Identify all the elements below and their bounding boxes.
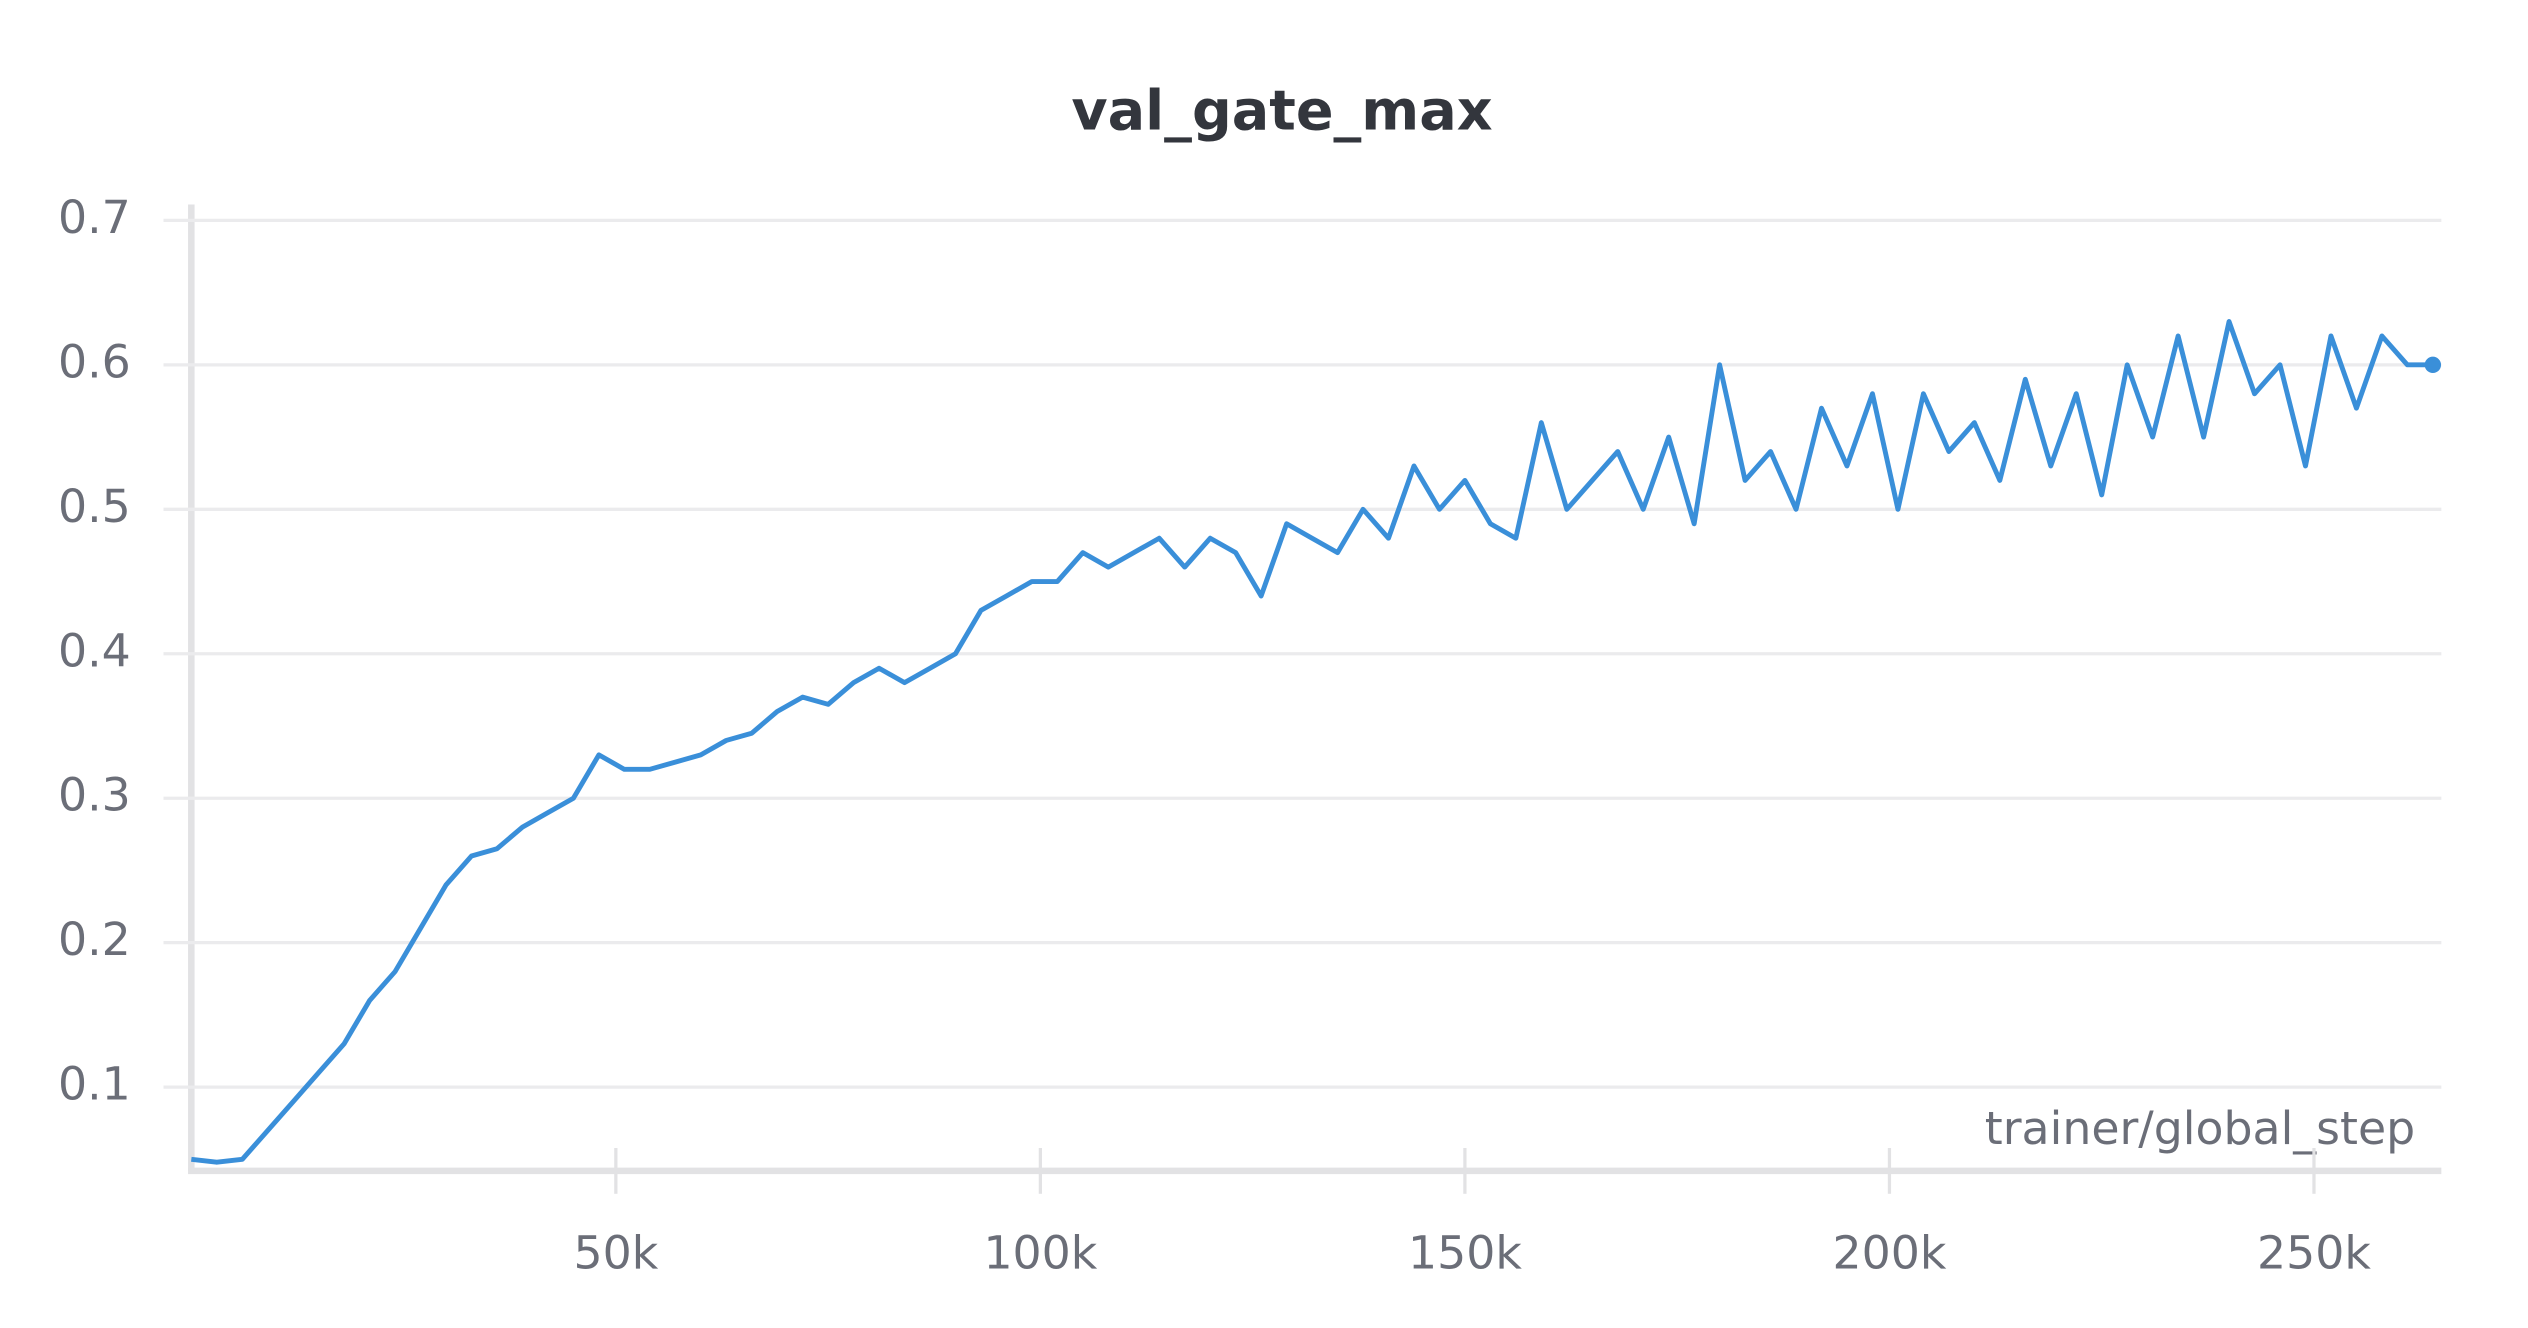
x-tick-label: 50k [573, 1226, 658, 1279]
x-tick-label: 100k [983, 1226, 1097, 1279]
x-axis-label: trainer/global_step [1985, 1102, 2415, 1155]
y-tick-label: 0.3 [58, 769, 131, 822]
x-tick-label: 200k [1833, 1226, 1947, 1279]
y-tick-label: 0.5 [58, 480, 131, 533]
y-tick-label: 0.2 [58, 913, 131, 966]
chart-title: val_gate_max [1071, 79, 1492, 144]
y-tick-label: 0.6 [58, 335, 131, 388]
y-tick-label: 0.4 [58, 624, 131, 677]
y-tick-label: 0.1 [58, 1058, 131, 1111]
y-tick-label: 0.7 [58, 191, 131, 244]
x-tick-label: 150k [1408, 1226, 1522, 1279]
end-point [2424, 356, 2442, 374]
line [191, 319, 2433, 1165]
x-tick-label: 250k [2257, 1226, 2371, 1279]
